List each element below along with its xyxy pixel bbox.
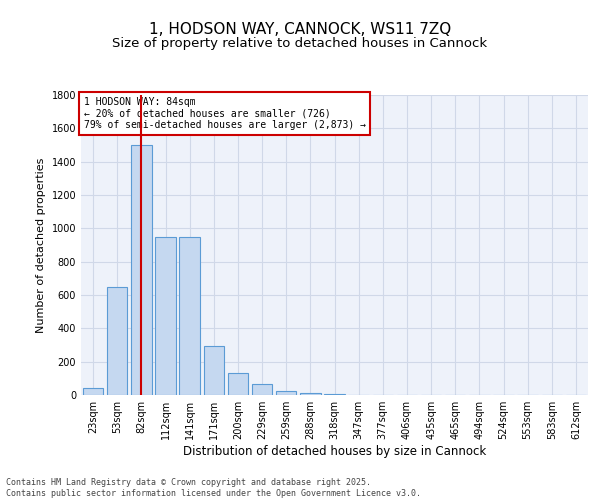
Bar <box>324 394 345 395</box>
Text: Size of property relative to detached houses in Cannock: Size of property relative to detached ho… <box>112 38 488 51</box>
Bar <box>131 145 152 395</box>
Y-axis label: Number of detached properties: Number of detached properties <box>36 158 46 332</box>
Text: Contains HM Land Registry data © Crown copyright and database right 2025.
Contai: Contains HM Land Registry data © Crown c… <box>6 478 421 498</box>
Bar <box>300 394 320 395</box>
Bar <box>107 286 127 395</box>
Bar <box>203 346 224 395</box>
Bar <box>227 374 248 395</box>
Text: 1 HODSON WAY: 84sqm
← 20% of detached houses are smaller (726)
79% of semi-detac: 1 HODSON WAY: 84sqm ← 20% of detached ho… <box>83 96 365 130</box>
X-axis label: Distribution of detached houses by size in Cannock: Distribution of detached houses by size … <box>183 445 486 458</box>
Bar <box>276 392 296 395</box>
Bar <box>252 384 272 395</box>
Bar <box>179 236 200 395</box>
Bar <box>155 236 176 395</box>
Bar <box>83 388 103 395</box>
Text: 1, HODSON WAY, CANNOCK, WS11 7ZQ: 1, HODSON WAY, CANNOCK, WS11 7ZQ <box>149 22 451 38</box>
